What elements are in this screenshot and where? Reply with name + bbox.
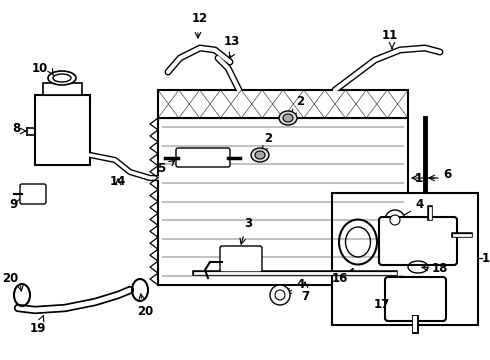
Ellipse shape <box>255 151 265 159</box>
Text: 7: 7 <box>301 290 309 303</box>
Bar <box>35 95 90 165</box>
Circle shape <box>275 290 285 300</box>
Text: 12: 12 <box>192 12 208 25</box>
Text: 11: 11 <box>382 29 398 42</box>
Circle shape <box>385 210 405 230</box>
Text: 5: 5 <box>157 162 165 175</box>
Text: 14: 14 <box>110 175 126 188</box>
Text: 4: 4 <box>296 279 304 292</box>
FancyBboxPatch shape <box>176 148 230 167</box>
Text: 3: 3 <box>244 217 252 230</box>
Text: 13: 13 <box>224 35 240 48</box>
Ellipse shape <box>279 111 297 125</box>
Text: 19: 19 <box>30 322 46 335</box>
FancyBboxPatch shape <box>20 184 46 204</box>
Text: 2: 2 <box>264 132 272 145</box>
Text: 16: 16 <box>332 271 348 284</box>
FancyBboxPatch shape <box>385 277 446 321</box>
Text: 2: 2 <box>296 95 304 108</box>
Text: 1: 1 <box>415 171 423 184</box>
Text: 6: 6 <box>443 168 451 181</box>
Text: 15: 15 <box>482 252 490 265</box>
Circle shape <box>270 285 290 305</box>
Ellipse shape <box>251 148 269 162</box>
Bar <box>158 90 408 118</box>
Ellipse shape <box>48 71 76 85</box>
Text: 18: 18 <box>432 261 448 274</box>
Ellipse shape <box>53 74 71 82</box>
Text: 9: 9 <box>10 198 18 211</box>
Text: 10: 10 <box>32 62 48 75</box>
Circle shape <box>390 215 400 225</box>
Bar <box>158 118 408 285</box>
Bar <box>43 83 82 95</box>
Bar <box>332 193 478 325</box>
Text: 20: 20 <box>2 271 18 284</box>
Text: 8: 8 <box>12 122 20 135</box>
FancyBboxPatch shape <box>220 246 262 272</box>
Ellipse shape <box>283 114 293 122</box>
Text: 17: 17 <box>374 298 390 311</box>
Text: 20: 20 <box>137 305 153 318</box>
Text: 4: 4 <box>415 198 423 211</box>
FancyBboxPatch shape <box>379 217 457 265</box>
